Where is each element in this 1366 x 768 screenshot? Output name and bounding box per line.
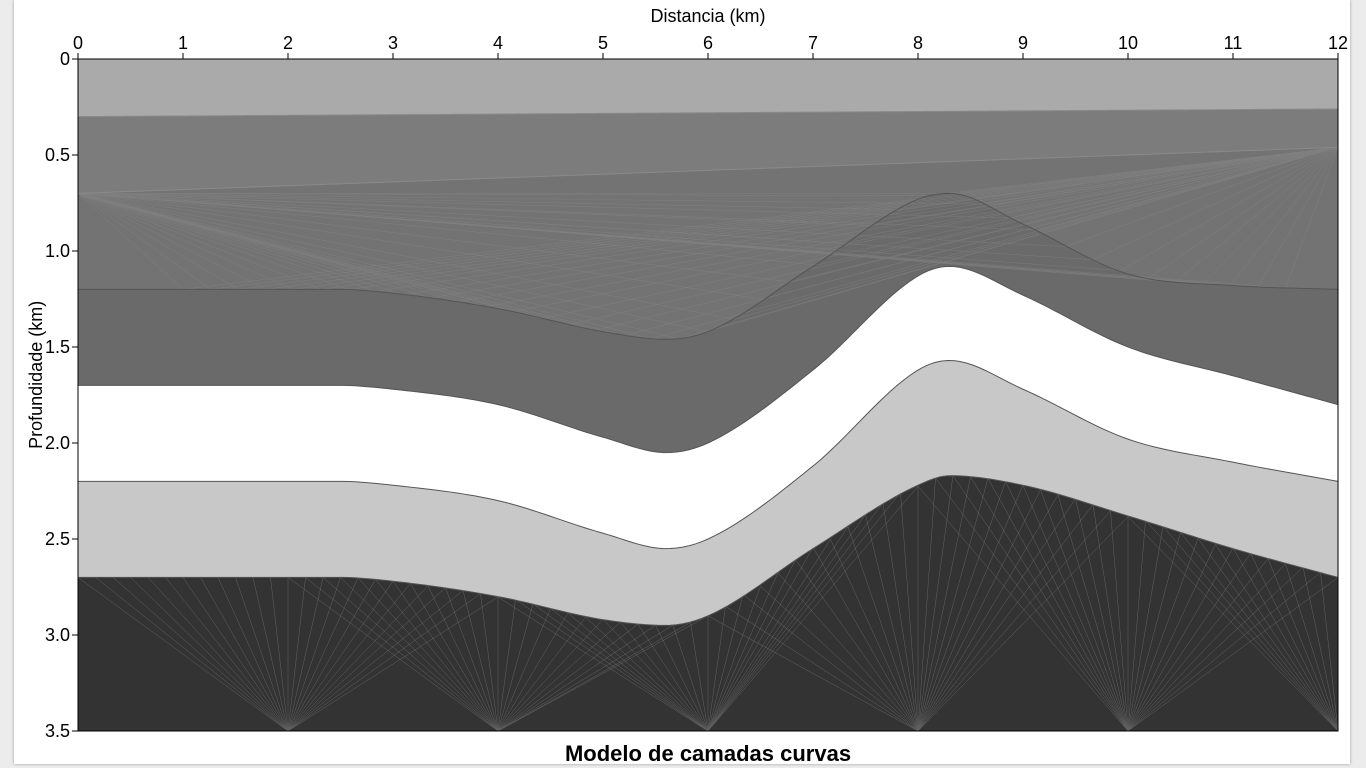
y-tick-label: 2.0: [45, 433, 70, 453]
chart-title: Modelo de camadas curvas: [565, 741, 851, 764]
x-tick-label: 12: [1328, 33, 1348, 53]
interface-line-3: [78, 192, 1339, 340]
y-axis-ticks: 0 0.5 1.0 1.5 2.0 2.5 3.0 3.5: [45, 49, 78, 741]
x-tick-label: 7: [808, 33, 818, 53]
y-axis-title: Profundidade (km): [26, 301, 46, 449]
y-tick-label: 3.5: [45, 721, 70, 741]
y-tick-label: 2.5: [45, 529, 70, 549]
ray-fan-upper: [77, 147, 1339, 340]
layer-7: [78, 475, 1338, 731]
x-tick-label: 1: [178, 33, 188, 53]
layer-4: [78, 193, 1338, 453]
y-tick-label: 0.5: [45, 145, 70, 165]
ray-fan-1: [77, 577, 499, 732]
interface-line-2: [77, 146, 1339, 194]
interfaces-group: [77, 108, 1339, 626]
x-tick-label: 10: [1118, 33, 1138, 53]
x-tick-label: 2: [283, 33, 293, 53]
interface-line-4: [78, 265, 1339, 454]
x-axis-title: Distancia (km): [650, 6, 765, 26]
interface-line-5: [78, 359, 1339, 550]
ray-fans-group: [77, 147, 1339, 732]
ray-fan-2: [287, 577, 709, 732]
x-tick-label: 9: [1018, 33, 1028, 53]
interface-line-6: [78, 475, 1339, 626]
y-tick-label: 3.0: [45, 625, 70, 645]
interface-line-1: [77, 108, 1339, 118]
x-tick-label: 0: [73, 33, 83, 53]
ray-fan-4: [707, 475, 1129, 732]
layer-6: [78, 360, 1338, 626]
layer-1: [78, 59, 1338, 117]
x-tick-label: 11: [1224, 33, 1243, 53]
layer-2: [78, 108, 1338, 194]
y-tick-label: 1.5: [45, 337, 70, 357]
depth-model-chart: 0 1 2 3 4 5 6 7 8 9 10 11 12 00.51.01.52.02.53.03.5 …: [26, 6, 1348, 764]
x-tick-label: 6: [703, 33, 713, 53]
x-tick-label: 8: [913, 33, 923, 53]
ray-fan-5: [917, 475, 1339, 732]
x-tick-label: 4: [493, 33, 503, 53]
ray-fan-6: [1127, 516, 1339, 732]
y-tick-label: 1.0: [45, 241, 70, 261]
figure-sheet: 0 1 2 3 4 5 6 7 8 9 10 11 12 0 0.5 1.0 1.5 2.0 2.5 3.0 3.5 …: [14, 0, 1350, 764]
y-tick-label: 0: [60, 49, 70, 69]
x-tick-label: 3: [388, 33, 398, 53]
ray-fan-3: [497, 486, 919, 732]
x-tick-label: 5: [598, 33, 608, 53]
x-axis-ticks: 0 1 2 3 4 5 6 7 8 9 10 11 12: [73, 33, 1348, 59]
layer-5: [78, 266, 1338, 549]
